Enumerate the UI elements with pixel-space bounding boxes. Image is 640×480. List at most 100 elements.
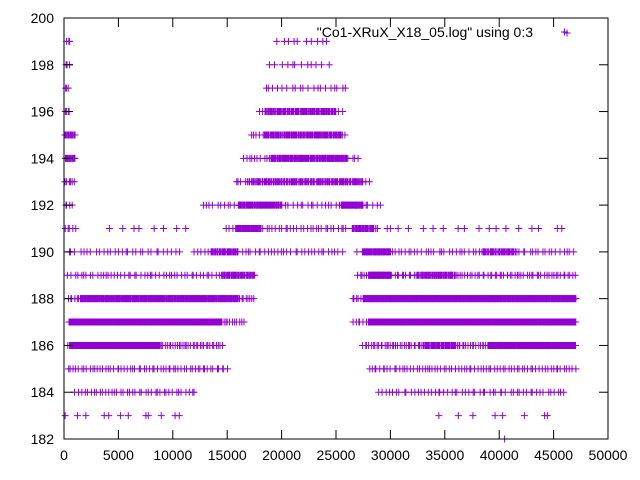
data-point [435, 412, 443, 420]
legend: "Co1-XRuX_X18_05.log" using 0:3 [317, 24, 571, 40]
data-point [173, 225, 181, 232]
data-point [318, 61, 326, 69]
x-tick-label: 35000 [425, 447, 464, 463]
data-point [469, 412, 477, 420]
data-point [440, 248, 448, 256]
x-tick-label: 5000 [103, 447, 134, 463]
data-point [460, 225, 468, 232]
data-point [528, 225, 536, 232]
data-point [454, 412, 462, 420]
data-point [339, 248, 347, 256]
data-point [283, 84, 291, 92]
data-point [452, 341, 460, 349]
data-point [117, 412, 125, 420]
data-point [273, 37, 281, 45]
data-point [271, 61, 279, 69]
data-point [234, 248, 242, 256]
y-tick-label: 198 [31, 57, 55, 73]
y-tick-label: 192 [31, 197, 55, 213]
data-point [386, 225, 394, 232]
y-tick-label: 182 [31, 431, 55, 447]
data-point [359, 201, 367, 209]
data-point [570, 248, 578, 256]
data-point [73, 412, 81, 420]
data-point [339, 108, 347, 116]
data-point [147, 248, 155, 256]
data-point [501, 388, 509, 396]
data-point [70, 178, 78, 186]
data-point [491, 412, 499, 420]
data-point [395, 388, 403, 396]
data-point [157, 412, 165, 420]
data-point [439, 225, 447, 232]
data-point [560, 388, 568, 396]
data-point [341, 84, 349, 92]
data-point [343, 154, 351, 162]
data-point [297, 61, 305, 69]
x-tick-label: 0 [60, 447, 68, 463]
data-point [144, 412, 152, 420]
data-point [419, 225, 427, 232]
data-point [404, 225, 412, 232]
data-point [386, 248, 394, 256]
data-point [190, 388, 198, 396]
data-point [386, 271, 394, 279]
legend-marker [563, 29, 571, 37]
data-point [135, 225, 143, 232]
data-point [234, 295, 242, 303]
data-point [224, 365, 232, 373]
x-tick-label: 40000 [480, 447, 519, 463]
data-point [454, 225, 462, 232]
x-tick-label: 30000 [371, 447, 410, 463]
data-point [572, 365, 580, 373]
data-point [394, 225, 402, 232]
x-tick-label: 15000 [208, 447, 247, 463]
data-point [256, 225, 264, 232]
data-point [240, 318, 248, 326]
x-tick-label: 50000 [589, 447, 628, 463]
data-point [176, 248, 184, 256]
data-point [337, 131, 345, 139]
data-point [359, 178, 367, 186]
data-point [219, 341, 227, 349]
data-point [124, 412, 132, 420]
axes: 0 5000 10000 15000 20000 25000 30000 35000 40000… [31, 10, 628, 463]
data-point [325, 61, 333, 69]
y-tick-label: 186 [31, 337, 55, 353]
data-point [571, 341, 579, 349]
data-point [365, 178, 373, 186]
data-point [61, 412, 69, 420]
y-tick-label: 188 [31, 291, 55, 307]
y-tick-label: 184 [31, 384, 55, 400]
data-point [182, 225, 190, 232]
data-point [499, 412, 507, 420]
series-marks [61, 28, 580, 443]
data-point [572, 318, 580, 326]
data-point [65, 37, 73, 45]
data-point [354, 154, 362, 162]
data-point [520, 412, 528, 420]
data-point [72, 225, 80, 232]
data-point [543, 412, 551, 420]
data-point [251, 271, 259, 279]
x-tick-label: 45000 [534, 447, 573, 463]
data-point [322, 37, 330, 45]
data-point [475, 225, 483, 232]
data-point [250, 295, 258, 303]
data-point [485, 225, 493, 232]
data-point [332, 108, 340, 116]
data-point [71, 131, 79, 139]
data-point [376, 201, 384, 209]
data-point [175, 412, 183, 420]
x-tick-label: 10000 [153, 447, 192, 463]
data-point [535, 225, 543, 232]
y-tick-label: 194 [31, 150, 55, 166]
data-point [160, 225, 168, 232]
data-point [571, 271, 579, 279]
y-tick-label: 200 [31, 10, 55, 26]
data-point [512, 248, 520, 256]
x-tick-label: 25000 [317, 447, 356, 463]
data-point [64, 84, 72, 92]
data-point [342, 225, 350, 232]
